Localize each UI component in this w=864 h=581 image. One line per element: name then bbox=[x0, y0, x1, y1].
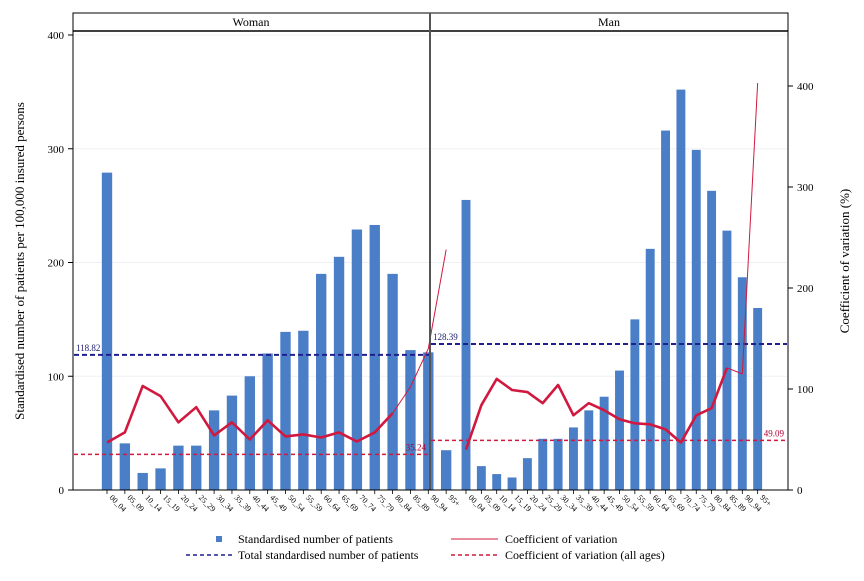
legend-marker-bars bbox=[216, 536, 222, 542]
bars-layer bbox=[101, 89, 763, 491]
bar bbox=[440, 450, 452, 490]
bar bbox=[568, 427, 578, 490]
bar bbox=[101, 172, 113, 490]
cv-lines bbox=[106, 82, 759, 451]
legend: Standardised number of patients Coeffici… bbox=[186, 532, 665, 562]
x-tick-label: 80_84 bbox=[393, 493, 414, 514]
bar bbox=[707, 190, 717, 490]
legend-label-total: Total standardised number of patients bbox=[238, 548, 419, 562]
bar bbox=[298, 330, 309, 490]
x-tick-label: 35_39 bbox=[233, 493, 254, 514]
bar bbox=[553, 438, 563, 490]
x-tick-label: 70_74 bbox=[357, 493, 378, 514]
bar bbox=[461, 199, 471, 490]
bar bbox=[173, 445, 184, 490]
x-tick-label: 65_69 bbox=[340, 493, 361, 514]
bar bbox=[599, 396, 609, 490]
bar bbox=[737, 277, 747, 490]
y-axis-left-title: Standardised number of patients per 100,… bbox=[12, 102, 27, 420]
bar bbox=[676, 89, 686, 490]
y-right-tick-label: 300 bbox=[797, 182, 814, 194]
x-tick-label: 30_34 bbox=[215, 493, 236, 514]
bar bbox=[492, 474, 502, 490]
bar bbox=[538, 438, 548, 490]
x-tick-label: 50_54 bbox=[286, 493, 307, 514]
legend-label-cv-all: Coefficient of variation (all ages) bbox=[505, 548, 665, 562]
bar bbox=[280, 331, 291, 490]
x-tick-label: 60_64 bbox=[322, 493, 343, 514]
y-left-tick-label: 0 bbox=[59, 485, 65, 497]
bar bbox=[387, 273, 398, 490]
bar bbox=[333, 256, 345, 490]
bar bbox=[615, 370, 624, 490]
bar bbox=[244, 376, 255, 490]
x-tick-label: 55_59 bbox=[304, 493, 325, 514]
x-tick-label: 20_24 bbox=[179, 493, 200, 514]
x-tick-label: 85_89 bbox=[411, 493, 432, 514]
bar bbox=[316, 273, 327, 490]
total-reference-label: 118.82 bbox=[76, 343, 100, 353]
bar bbox=[691, 149, 701, 490]
cv-line-main bbox=[464, 367, 729, 451]
bar bbox=[155, 468, 166, 490]
cv-reference-label: 49.09 bbox=[764, 428, 785, 438]
bar bbox=[191, 445, 202, 490]
y-right-tick-label: 100 bbox=[797, 384, 814, 396]
x-tick-label: 05_09 bbox=[125, 493, 146, 514]
y-right-tick-label: 200 bbox=[797, 283, 814, 295]
cv-reference-label: 35.24 bbox=[406, 442, 427, 452]
panel-title-woman: Woman bbox=[232, 15, 269, 29]
cv-line-tail bbox=[726, 82, 759, 375]
bar bbox=[208, 410, 220, 490]
x-tick-label: 00_04 bbox=[108, 493, 129, 514]
legend-label-bars: Standardised number of patients bbox=[238, 532, 393, 546]
bar bbox=[645, 248, 655, 490]
x-tick-label: 75_79 bbox=[375, 493, 396, 514]
total-reference-label: 128.39 bbox=[433, 332, 458, 342]
x-tick-label: 45_49 bbox=[268, 493, 289, 514]
y-left-tick-label: 100 bbox=[48, 371, 65, 383]
bar bbox=[584, 410, 594, 490]
cv-line-tail bbox=[392, 249, 447, 414]
x-tick-label: 15_19 bbox=[161, 493, 182, 514]
bar bbox=[661, 130, 671, 491]
bar bbox=[423, 352, 434, 490]
bar bbox=[119, 443, 131, 490]
x-tick-label: 10_14 bbox=[143, 493, 164, 514]
bar bbox=[476, 466, 486, 490]
cv-line-main bbox=[106, 384, 394, 444]
x-tick-label: 40_44 bbox=[250, 493, 271, 514]
y-left-tick-label: 400 bbox=[48, 30, 65, 42]
bar bbox=[753, 308, 763, 490]
bar bbox=[722, 230, 732, 490]
bar bbox=[522, 458, 532, 490]
y-right-tick-label: 400 bbox=[797, 81, 814, 93]
bar bbox=[137, 472, 148, 490]
x-tick-label: 90_94 bbox=[429, 493, 450, 514]
bar bbox=[226, 395, 238, 490]
y-right-tick-label: 0 bbox=[797, 485, 803, 497]
bar bbox=[405, 350, 416, 490]
y-left-tick-label: 300 bbox=[48, 144, 65, 156]
bar bbox=[507, 477, 517, 490]
bar bbox=[351, 229, 363, 490]
x-tick-label: 25_29 bbox=[197, 493, 218, 514]
legend-label-cv: Coefficient of variation bbox=[505, 532, 617, 546]
bar bbox=[630, 319, 640, 490]
reference-lines: 118.82 35.24 128.39 49.09 bbox=[74, 332, 787, 456]
y-axis-right-title: Coefficient of variation (%) bbox=[837, 189, 852, 334]
y-left-tick-label: 200 bbox=[48, 258, 65, 270]
bar bbox=[369, 224, 380, 490]
panel-title-man: Man bbox=[598, 15, 620, 29]
